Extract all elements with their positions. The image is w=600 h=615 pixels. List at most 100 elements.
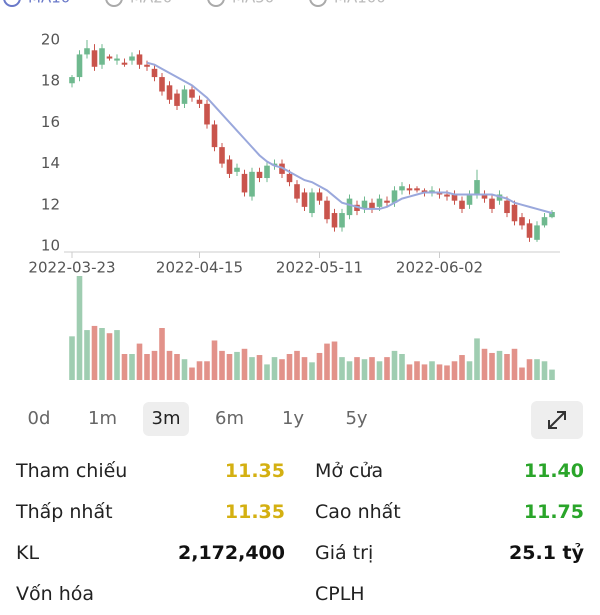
volume-bar (69, 336, 75, 380)
candle-body (549, 212, 555, 218)
volume-bar (241, 348, 248, 380)
legend-label: MA50 (232, 0, 274, 7)
candle-body (174, 93, 180, 106)
candle-body (489, 198, 495, 209)
x-tick-label: 2022-05-11 (276, 259, 363, 277)
legend-label: MA100 (334, 0, 386, 7)
volume-bar (159, 328, 165, 380)
volume-bar (519, 367, 525, 380)
volume-bar (384, 357, 390, 380)
legend-marker (105, 0, 123, 7)
volume-bar (286, 354, 293, 380)
volume-bar (481, 348, 488, 380)
candle-body (99, 48, 105, 65)
period-button[interactable]: 6m (215, 408, 244, 429)
period-button[interactable]: 5y (345, 408, 368, 429)
y-tick-label: 18 (41, 72, 60, 90)
volume-bar (511, 348, 518, 380)
volume-bar (211, 340, 218, 380)
stats-row: KL 2,172,400 Giá trị 25.1 tỷ (0, 534, 600, 574)
volume-bar (121, 354, 128, 380)
volume-bar (316, 352, 323, 380)
volume-bar (226, 354, 233, 380)
expand-button[interactable] (531, 401, 583, 439)
candle-body (406, 188, 413, 191)
candle-body (301, 192, 308, 207)
candle-body (369, 202, 375, 209)
candle-body (346, 198, 353, 216)
stat-label: CPLH (315, 583, 365, 605)
candle-body (166, 85, 173, 100)
candle-body (151, 68, 158, 78)
candle-body (234, 167, 240, 172)
candle-body (76, 54, 83, 78)
volume-bar (166, 350, 173, 380)
period-button[interactable]: 3m (143, 402, 189, 436)
volume-bar (504, 354, 510, 380)
candle-body (181, 89, 188, 104)
candle-body (504, 200, 510, 214)
candle-body (436, 192, 443, 195)
period-button[interactable]: 1m (88, 408, 117, 429)
candle-body (541, 217, 548, 226)
candle-body (286, 173, 293, 183)
stat-value: 11.35 (224, 460, 285, 482)
y-tick-label: 20 (41, 31, 60, 49)
candle-body (219, 147, 225, 164)
candle-body (339, 213, 345, 228)
volume-bar (541, 361, 548, 380)
candle-body (204, 103, 210, 125)
candle-body (121, 62, 128, 65)
volume-bar (331, 341, 338, 380)
volume-bar (474, 338, 480, 380)
volume-bar (196, 361, 203, 380)
candle-body (69, 77, 75, 84)
volume-bar (489, 352, 495, 380)
chart: MA10 MA20 MA50 MA100 10 12 14 16 18 20 2022-03-23 2… (3, 0, 560, 380)
candle-body (226, 159, 233, 174)
volume-bar (204, 361, 210, 380)
candle-body (399, 186, 405, 191)
period-button[interactable]: 0d (27, 408, 51, 429)
candle-body (421, 190, 428, 193)
candle-body (84, 48, 90, 55)
period-button[interactable]: 1y (281, 408, 305, 429)
candle-body (481, 194, 488, 199)
stat-label: Cao nhất (315, 501, 401, 523)
candle-body (474, 180, 480, 195)
volume-bar (369, 357, 375, 380)
volume-bar (309, 362, 315, 380)
volume-bar (136, 343, 143, 380)
candle-body (129, 56, 135, 61)
volume-bar (534, 359, 540, 380)
x-tick-label: 2022-06-02 (396, 259, 483, 277)
volume-bar (526, 359, 533, 380)
legend-marker (309, 0, 327, 7)
volume-bar (234, 351, 240, 380)
volume-bar (114, 330, 120, 380)
candle-body (159, 77, 165, 92)
candle-body (526, 223, 533, 238)
candle-body (466, 194, 473, 205)
volume-bar (301, 357, 308, 380)
candle-body (91, 50, 98, 67)
candle-body (189, 89, 195, 98)
volume-bar (324, 343, 330, 380)
candle-body (429, 190, 435, 193)
stat-value: 2,172,400 (178, 542, 285, 564)
candle-body (256, 171, 263, 179)
candle-body (144, 64, 150, 67)
volume-bar (414, 361, 420, 380)
volume-bar (459, 355, 465, 380)
ma-line (146, 61, 553, 215)
volume-bar (189, 367, 195, 380)
x-tick-label: 2022-03-23 (28, 259, 115, 277)
volume-bar (451, 361, 458, 380)
volume-bar (106, 333, 113, 380)
volume-bar (391, 350, 398, 380)
candle-body (136, 54, 143, 65)
y-tick-label: 14 (41, 154, 60, 172)
candle-body (444, 194, 450, 197)
stat-label: Thấp nhất (16, 501, 113, 523)
